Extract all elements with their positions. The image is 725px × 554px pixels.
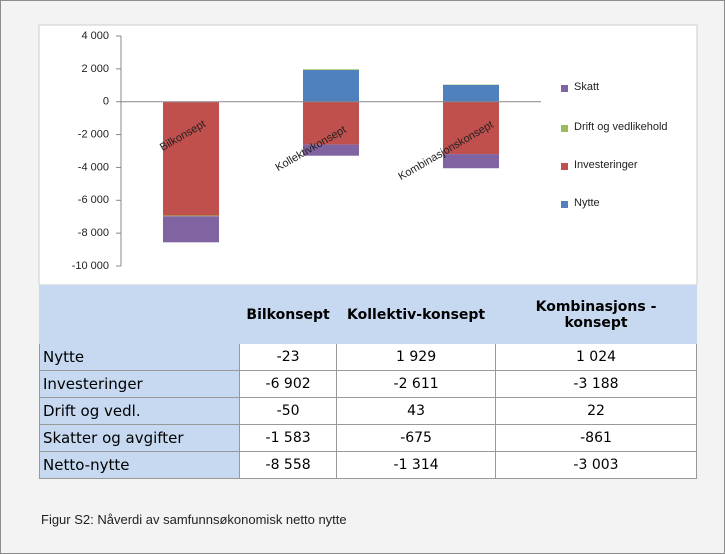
bar-segment <box>303 144 359 156</box>
table-cell: Nytte <box>39 343 240 371</box>
table-row: Skatter og avgifter -1 583 -675 -861 <box>39 424 697 452</box>
table-cell: Drift og vedl. <box>39 397 240 425</box>
table-row: Nytte -23 1 929 1 024 <box>39 343 697 371</box>
header-cell: Kombinasjons -konsept <box>495 285 697 344</box>
table-cell: Skatter og avgifter <box>39 424 240 452</box>
table-row: Drift og vedl. -50 43 22 <box>39 397 697 425</box>
bar-segment <box>303 70 359 102</box>
table-cell: -861 <box>495 424 697 452</box>
bar-segment <box>443 154 499 169</box>
table-cell: 22 <box>495 397 697 425</box>
header-cell: Bilkonsept <box>238 285 338 344</box>
table-cell: -3 003 <box>495 451 697 479</box>
bar-segment <box>443 84 499 102</box>
table-cell: -2 611 <box>336 370 496 398</box>
bar-segment <box>443 101 499 155</box>
y-tick-label: -2 000 <box>78 128 109 140</box>
legend-swatch <box>561 201 568 208</box>
table-row: Investeringer -6 902 -2 611 -3 188 <box>39 370 697 398</box>
bar-segment <box>303 69 359 71</box>
legend-swatch <box>561 163 568 170</box>
legend-label: Investeringer <box>574 159 638 171</box>
y-tick-label: 0 <box>103 96 109 108</box>
header-cell <box>39 285 240 344</box>
table-cell: -50 <box>238 397 338 425</box>
y-tick-label: -4 000 <box>78 161 109 173</box>
legend-item: Nytte <box>561 197 674 210</box>
legend-swatch <box>561 85 568 92</box>
table-cell: 43 <box>336 397 496 425</box>
header-row: Bilkonsept Kollektiv-konsept Kombinasjons … <box>39 285 697 344</box>
y-tick-label: -10 000 <box>72 260 109 272</box>
table-cell: Investeringer <box>39 370 240 398</box>
table-cell: Netto-nytte <box>39 451 240 479</box>
table-cell: -23 <box>238 343 338 371</box>
table-cell: -8 558 <box>238 451 338 479</box>
legend-label: Nytte <box>574 197 600 209</box>
table-body: Nytte -23 1 929 1 024 Investeringer -6 902 -2 … <box>39 343 697 479</box>
bar-segment <box>163 215 219 217</box>
table-cell: -1 314 <box>336 451 496 479</box>
chart-area <box>38 24 698 286</box>
y-tick-label: -6 000 <box>78 194 109 206</box>
legend-item: Drift og vedlikehold <box>561 121 674 134</box>
bar-segment <box>303 101 359 145</box>
header-cell: Kollektiv-konsept <box>336 285 496 344</box>
table-cell: -1 583 <box>238 424 338 452</box>
y-tick-label: 4 000 <box>81 30 109 42</box>
table-cell: -6 902 <box>238 370 338 398</box>
y-tick-label: -8 000 <box>78 227 109 239</box>
y-tick-label: 2 000 <box>81 63 109 75</box>
bar-segment <box>163 102 219 216</box>
legend-swatch <box>561 125 568 132</box>
bar-segment <box>163 216 219 243</box>
table-row: Netto-nytte -8 558 -1 314 -3 003 <box>39 451 697 479</box>
legend-label: Drift og vedlikehold <box>574 121 668 133</box>
legend-item: Skatt <box>561 81 674 94</box>
table-cell: 1 929 <box>336 343 496 371</box>
table-cell: -3 188 <box>495 370 697 398</box>
table-cell: 1 024 <box>495 343 697 371</box>
legend-item: Investeringer <box>561 159 674 172</box>
legend-label: Skatt <box>574 81 600 93</box>
caption: Figur S2: Nåverdi av samfunnsøkonomisk n… <box>41 512 347 527</box>
table: Bilkonsept Kollektiv-konsept Kombinasjons … <box>39 285 697 479</box>
table-cell: -675 <box>336 424 496 452</box>
